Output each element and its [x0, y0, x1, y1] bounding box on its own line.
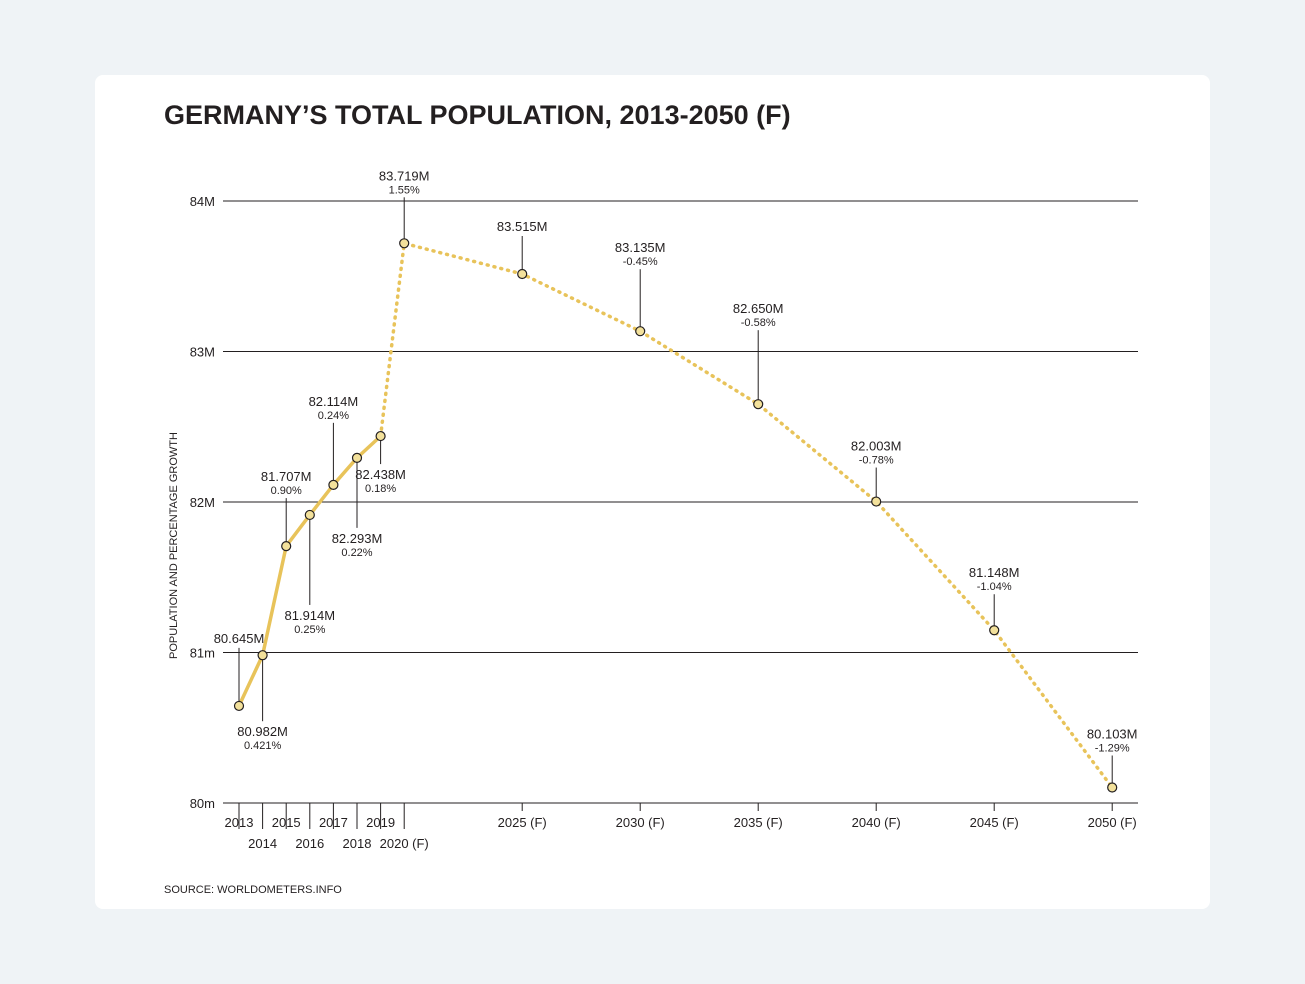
x-tick-label: 2019 [366, 815, 395, 830]
series-lines [237, 241, 1114, 790]
data-label-value: 81.914M [285, 608, 336, 623]
data-label-growth: 0.24% [318, 410, 349, 422]
data-label-growth: -0.45% [623, 256, 658, 268]
x-tick-label: 2025 (F) [498, 815, 547, 830]
x-tick-label: 2016 [295, 836, 324, 851]
data-point [1107, 782, 1118, 793]
chart-card: GERMANY’S TOTAL POPULATION, 2013-2050 (F… [95, 75, 1210, 909]
data-label-growth: 0.421% [244, 740, 282, 752]
data-point [351, 452, 363, 464]
data-label-value: 82.650M [733, 301, 784, 316]
grid-layer: 80m 81m 82M 83M 84M [190, 194, 1138, 811]
x-tick-label: 2017 [319, 815, 348, 830]
y-tick-label: 82M [190, 495, 215, 510]
data-label-value: 80.982M [237, 724, 288, 739]
data-point [635, 326, 646, 337]
data-label-value: 82.003M [851, 439, 902, 454]
data-point [281, 540, 292, 552]
x-axis: 2013 2014 2015 2016 2017 2018 2019 2020 (F) 2025… [225, 803, 1137, 851]
data-label-growth: 0.22% [341, 547, 372, 559]
data-label-value: 80.645M [214, 631, 265, 646]
data-point [871, 496, 882, 507]
x-tick-label: 2020 (F) [380, 836, 429, 851]
data-label-growth: -1.04% [977, 581, 1012, 593]
data-points [233, 238, 1118, 793]
data-label-growth: -1.29% [1095, 742, 1130, 754]
data-point [257, 650, 268, 661]
x-tick-label: 2040 (F) [852, 815, 901, 830]
data-label-growth: 0.25% [294, 624, 325, 636]
x-tick-label: 2015 [272, 815, 301, 830]
data-label-growth: -0.78% [859, 455, 894, 467]
data-label-growth: 0.90% [271, 485, 302, 497]
data-label-value: 82.438M [355, 467, 406, 482]
chart-title: GERMANY’S TOTAL POPULATION, 2013-2050 (F… [164, 100, 791, 130]
data-label-growth: -0.58% [741, 317, 776, 329]
x-tick-label: 2018 [343, 836, 372, 851]
data-label-value: 80.103M [1087, 726, 1138, 741]
y-tick-label: 80m [190, 796, 215, 811]
x-tick-label: 2050 (F) [1088, 815, 1137, 830]
data-label-growth: 0.18% [365, 483, 396, 495]
data-label-growth: 1.55% [389, 184, 420, 196]
data-point [375, 430, 386, 442]
x-tick-label: 2030 (F) [616, 815, 665, 830]
y-axis-label: POPULATION AND PERCENTAGE GROWTH [168, 432, 180, 659]
data-point [304, 509, 315, 521]
data-point [328, 479, 339, 490]
data-label-value: 83.135M [615, 240, 666, 255]
x-tick-label: 2014 [248, 836, 277, 851]
x-tick-label: 2035 (F) [734, 815, 783, 830]
label-leaders [238, 197, 1113, 788]
data-point [753, 399, 764, 410]
data-label-value: 83.515M [497, 219, 548, 234]
data-point [517, 268, 528, 280]
data-labels: 80.645M80.982M0.421%81.707M0.90%81.914M0… [214, 168, 1138, 754]
y-tick-label: 83M [190, 345, 215, 360]
data-point [989, 625, 1000, 636]
x-tick-label: 2013 [225, 815, 254, 830]
data-label-value: 82.293M [332, 531, 383, 546]
y-tick-label: 84M [190, 194, 215, 209]
data-label-value: 81.707M [261, 469, 312, 484]
x-tick-label: 2045 (F) [970, 815, 1019, 830]
data-point [399, 238, 410, 249]
forecast-line [378, 241, 1114, 790]
y-tick-label: 81m [190, 646, 215, 661]
source-note: SOURCE: WORLDOMETERS.INFO [164, 884, 342, 896]
data-point [233, 700, 245, 712]
population-line-chart: GERMANY’S TOTAL POPULATION, 2013-2050 (F… [164, 100, 1138, 896]
data-label-value: 83.719M [379, 168, 430, 183]
data-label-value: 81.148M [969, 565, 1020, 580]
data-label-value: 82.114M [309, 394, 359, 409]
